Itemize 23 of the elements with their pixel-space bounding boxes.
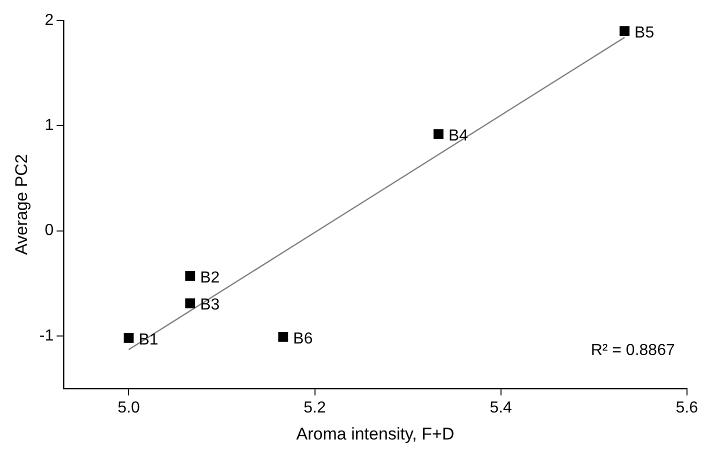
annotation: R² = 0.8867 (590, 342, 675, 359)
x-tick-label: 5.2 (304, 399, 326, 416)
point (124, 333, 134, 343)
annotation: B3 (200, 296, 220, 314)
point (185, 298, 196, 308)
y-tick-label: -1 (39, 327, 54, 344)
y-tick-label: 2 (44, 12, 54, 30)
annotation: B1 (138, 331, 158, 348)
x-tick-label: 5.4 (490, 399, 512, 416)
y-tick-label: 1 (44, 117, 54, 134)
annotation: B4 (448, 128, 468, 144)
y-axis-title: Average PC2 (12, 154, 31, 255)
annotation: B5 (634, 24, 654, 42)
point (185, 271, 196, 281)
annotation: B2 (200, 269, 220, 286)
point (434, 129, 444, 140)
x-tick-label: 5.6 (676, 399, 698, 416)
x-tick-label: 5.0 (118, 399, 140, 416)
point (278, 332, 288, 342)
x-axis-title: Aroma intensity, F+D (296, 424, 454, 444)
y-tick-label: 0 (44, 222, 54, 240)
annotation: B6 (293, 330, 313, 348)
point (620, 26, 630, 36)
